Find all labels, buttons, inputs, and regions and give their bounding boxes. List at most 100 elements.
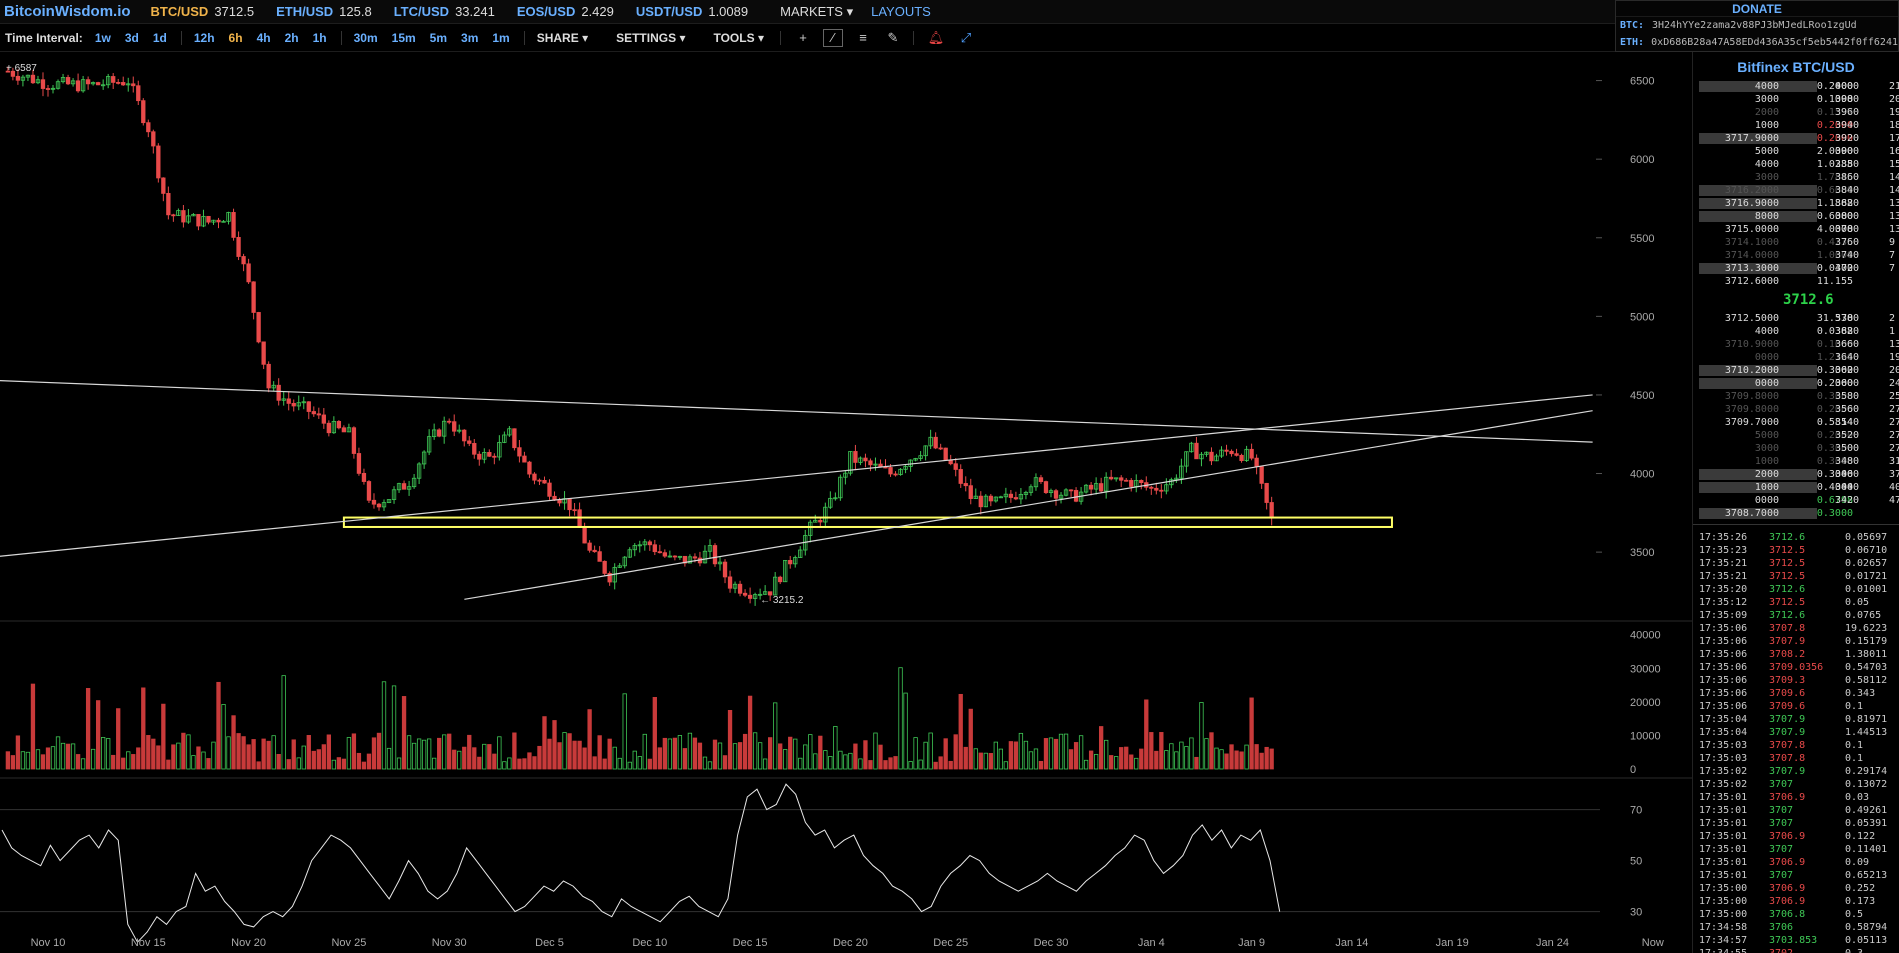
ask-depth: 17 (1889, 133, 1899, 144)
ticker-item[interactable]: USDT/USD 1.0089 (636, 4, 748, 19)
interval-button-1w[interactable]: 1w (94, 30, 111, 45)
volume-bar (823, 750, 828, 770)
trade-price: 3706.9 (1769, 896, 1806, 907)
candle (452, 421, 457, 432)
alarm-bell-icon[interactable]: 🔔︎ (927, 29, 945, 45)
chart-canvas[interactable]: 6500 6000 5500 5000 4500 4000 3500 + 6587 ← 3215… (0, 52, 1692, 953)
trade-price: 3702 (1769, 947, 1793, 953)
donate-title: DONATE (1616, 1, 1898, 17)
settings-menu-button[interactable]: SETTINGS ▾ (616, 31, 685, 45)
trade-time: 17:34:57 (1699, 935, 1748, 946)
ask-price: 4000 (1754, 81, 1779, 92)
interval-button-1h[interactable]: 1h (312, 30, 327, 45)
candle (732, 583, 738, 589)
volume-bar (497, 736, 502, 770)
layouts-link[interactable]: LAYOUTS (871, 4, 931, 19)
ticker-item[interactable]: LTC/USD 33.241 (394, 4, 495, 19)
candle (843, 472, 848, 478)
interval-button-5m[interactable]: 5m (429, 30, 448, 45)
volume-bar (381, 681, 387, 770)
candle (1003, 493, 1009, 498)
interval-button-12h[interactable]: 12h (193, 30, 215, 45)
interval-button-3d[interactable]: 3d (124, 30, 139, 45)
interval-button-1d[interactable]: 1d (152, 30, 167, 45)
volume-bar (747, 695, 753, 770)
interval-button-4h[interactable]: 4h (256, 30, 271, 45)
price-chart-area[interactable]: 6500 6000 5500 5000 4500 4000 3500 + 6587 ← 3215… (0, 52, 1692, 953)
volume-bar (356, 752, 362, 770)
candle (1224, 449, 1229, 452)
bid-price: 2000 (1754, 469, 1779, 480)
trade-price: 3706.9 (1769, 792, 1806, 803)
share-menu-button[interactable]: SHARE ▾ (537, 31, 588, 45)
candle (1068, 489, 1074, 492)
candle (602, 560, 607, 574)
trade-amount: 0.343 (1845, 688, 1876, 699)
horizontal-lines-icon[interactable]: ≡ (859, 30, 867, 45)
candle (196, 214, 201, 227)
trendline-icon[interactable]: ⁄ (822, 28, 843, 47)
trendline[interactable] (464, 410, 1593, 600)
interval-button-2h[interactable]: 2h (284, 30, 299, 45)
donate-btc-address[interactable]: 3H24hYYe2zama2v88PJ3bMJedLRoo1zgUd (1652, 20, 1857, 31)
candle (75, 80, 81, 92)
trendline[interactable] (0, 394, 1593, 560)
support-zone-box[interactable] (342, 516, 1393, 528)
trade-time: 17:35:09 (1699, 610, 1748, 621)
donate-eth-address[interactable]: 0xD686B28a47A58EDd436A35cf5eb5442f0ff624… (1651, 37, 1898, 48)
volume-bar (993, 741, 998, 770)
interval-button-30m[interactable]: 30m (353, 30, 378, 45)
tools-menu-button[interactable]: TOOLS ▾ (713, 31, 764, 45)
trade-amount: 0.58794 (1845, 922, 1888, 933)
volume-bar (903, 692, 908, 770)
trade-time: 17:35:00 (1699, 883, 1748, 894)
interval-button-1m[interactable]: 1m (492, 30, 510, 45)
volume-bar (221, 704, 226, 770)
bid-depth: 27 (1889, 430, 1899, 441)
trade-amount: 0.1 (1845, 753, 1864, 764)
candle (943, 447, 948, 461)
trade-time: 17:35:23 (1699, 545, 1748, 556)
candle (90, 82, 96, 85)
orderbook-bid-row: 3712.5000 31.538 3700 2 (1693, 312, 1899, 325)
candle (1139, 480, 1144, 484)
candle (111, 76, 116, 83)
bid-price: 4000 (1754, 326, 1779, 337)
candle (898, 468, 903, 475)
pen-icon[interactable]: ✎ (887, 29, 899, 45)
candle (848, 451, 853, 474)
ticker-item[interactable]: EOS/USD 2.429 (517, 4, 614, 19)
trade-amount: 0.5 (1845, 909, 1864, 920)
trade-time: 17:35:01 (1699, 792, 1748, 803)
orderbook-ask-row: 3712.6000 11.155 (1693, 275, 1899, 288)
bid-depth: 25 (1889, 391, 1899, 402)
interval-button-3m[interactable]: 3m (461, 30, 479, 45)
volume-bar (191, 755, 196, 770)
oscillator-tick-label: 50 (1630, 856, 1642, 868)
volume-bar (186, 734, 191, 770)
candle (226, 212, 231, 222)
candle (722, 561, 728, 578)
candle (993, 496, 998, 502)
site-logo[interactable]: BitcoinWisdom.io (4, 3, 131, 20)
candle (331, 421, 337, 434)
fullscreen-icon[interactable]: ⤢ (960, 29, 972, 45)
candle (60, 77, 66, 83)
volume-bar (472, 747, 477, 770)
markets-menu-button[interactable]: MARKETS ▾ (780, 4, 853, 20)
ask-price: 3714.0000 (1724, 250, 1779, 261)
ticker-item[interactable]: ETH/USD 125.8 (276, 4, 372, 19)
x-tick-label: Nov 10 (31, 937, 66, 949)
interval-button-6h[interactable]: 6h (228, 30, 243, 45)
ticker-item[interactable]: BTC/USD 3712.5 (151, 4, 255, 19)
volume-bar (507, 757, 512, 770)
ask-price: 3717.9000 (1724, 133, 1779, 144)
interval-button-15m[interactable]: 15m (391, 30, 416, 45)
ask-amount: 11.155 (1816, 276, 1853, 287)
trendline[interactable] (0, 379, 1593, 443)
crosshair-icon[interactable]: + (799, 30, 807, 45)
bid-level: 3700 (1835, 313, 1860, 324)
